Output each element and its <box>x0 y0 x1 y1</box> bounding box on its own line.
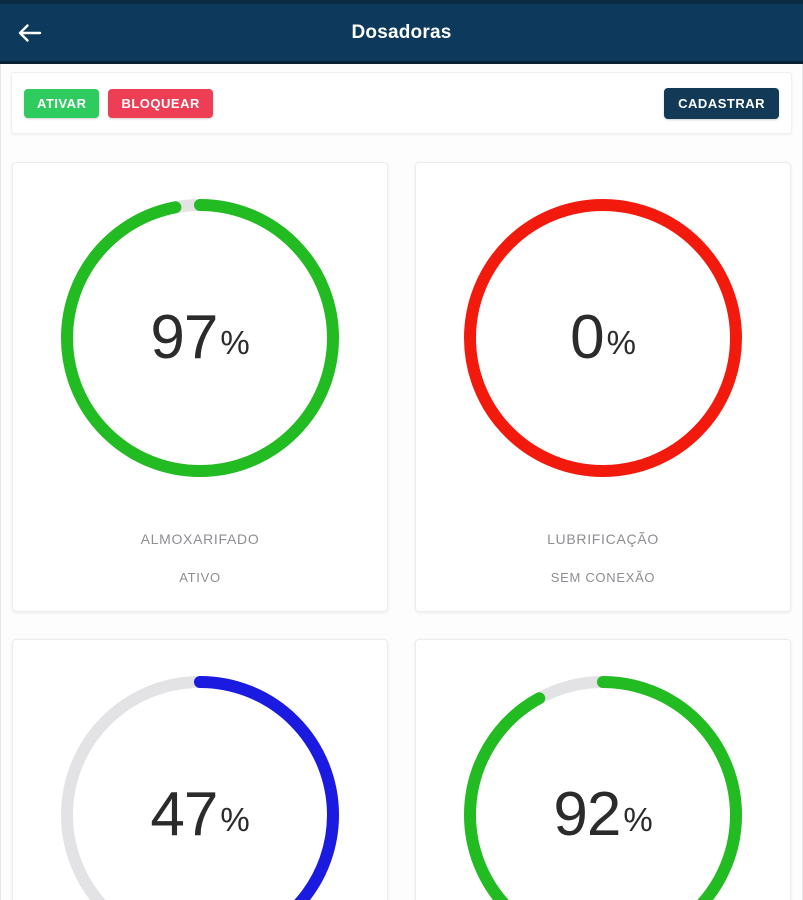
dosadora-card[interactable]: 0 % LUBRIFICAÇÃO SEM CONEXÃO <box>415 162 791 612</box>
gauge-track <box>464 199 742 477</box>
content-area: ATIVAR BLOQUEAR CADASTRAR 97 % <box>0 64 803 900</box>
gauge-chart: 92 % <box>458 670 748 900</box>
gauge-chart: 47 % <box>55 670 345 900</box>
dosadora-card-grid: 97 % ALMOXARIFADO ATIVO 0 % <box>1 134 802 900</box>
dosadora-status: SEM CONEXÃO <box>550 570 656 585</box>
gauge-fill <box>61 199 339 477</box>
page-title: Dosadoras <box>351 21 452 43</box>
ativar-button[interactable]: ATIVAR <box>24 88 100 118</box>
arrow-left-icon <box>16 20 42 46</box>
dosadora-card[interactable]: 92 % <box>415 639 791 900</box>
bloquear-button[interactable]: BLOQUEAR <box>108 88 213 118</box>
dosadora-name: LUBRIFICAÇÃO <box>547 531 659 547</box>
dosadora-status: ATIVO <box>179 570 221 585</box>
toolbar-left-group: ATIVAR BLOQUEAR <box>24 88 213 118</box>
gauge-chart: 0 % <box>458 193 748 483</box>
gauge-fill <box>464 676 742 900</box>
toolbar-right-group: CADASTRAR <box>664 87 779 119</box>
action-toolbar: ATIVAR BLOQUEAR CADASTRAR <box>11 72 792 134</box>
gauge-chart: 97 % <box>55 193 345 483</box>
dosadora-card[interactable]: 97 % ALMOXARIFADO ATIVO <box>12 162 388 612</box>
gauge-fill <box>61 676 339 900</box>
gauge-svg <box>61 199 339 477</box>
status-bar-strip <box>0 0 803 4</box>
gauge-svg <box>61 676 339 900</box>
cadastrar-button[interactable]: CADASTRAR <box>664 87 779 119</box>
app-bar: Dosadoras <box>0 4 803 64</box>
back-button[interactable] <box>0 4 58 61</box>
gauge-svg <box>464 676 742 900</box>
dosadora-name: ALMOXARIFADO <box>140 531 260 547</box>
gauge-svg <box>464 199 742 477</box>
dosadora-card[interactable]: 47 % <box>12 639 388 900</box>
